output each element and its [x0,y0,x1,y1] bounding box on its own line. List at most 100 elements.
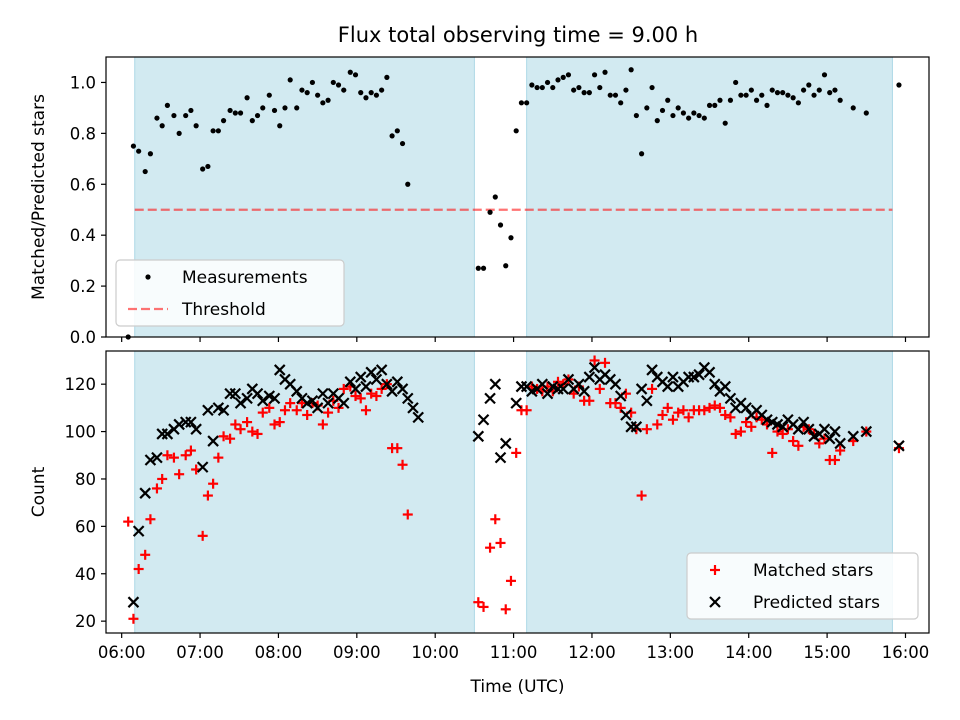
legend: Measurements Threshold [115,259,345,327]
data-point [680,110,687,116]
data-point [536,378,549,390]
data-point [202,490,213,501]
data-point [242,417,253,428]
data-point [511,447,522,458]
data-point [673,407,684,418]
data-point [257,407,268,418]
data-point [317,419,328,430]
data-point [306,394,319,407]
data-point [480,265,487,271]
data-point [291,405,302,416]
data-point [225,433,236,444]
data-point [213,452,224,463]
data-point [337,397,350,409]
data-point [241,392,253,405]
data-point [183,112,189,119]
data-point [724,392,737,405]
data-point [709,400,720,411]
data-point [290,385,303,398]
data-point [180,450,191,461]
data-point [164,102,170,108]
data-point [475,265,481,271]
data-point [594,383,605,394]
y-tick-label: 0.6 [70,175,96,194]
data-point [355,393,366,404]
data-point [720,409,731,420]
data-point [299,87,305,93]
data-point [399,140,406,147]
data-point [352,72,359,78]
data-point [818,423,831,435]
data-point [136,148,142,154]
data-point [151,451,163,464]
data-point [285,398,296,409]
data-point [618,100,624,106]
data-point [358,90,364,96]
data-point [591,72,598,78]
data-point [578,385,590,398]
x-tick-label: 09:00 [333,643,381,662]
top-panel: 0.0 0.2 0.4 0.6 0.8 1.0 Matched/Predicted star… [29,56,930,347]
data-point [389,133,395,139]
data-point [205,163,211,170]
data-point [208,478,219,489]
data-point [478,601,489,612]
data-point [218,431,229,442]
data-point [738,92,744,98]
data-point [188,107,194,114]
data-point [583,371,596,383]
data-point [244,95,250,101]
data-point [269,419,280,430]
data-point [499,437,512,450]
data-point [338,383,349,394]
data-point [586,90,592,96]
data-point [173,418,185,431]
data-point [847,430,860,443]
data-point [207,435,219,447]
data-point [162,450,173,461]
data-point [252,428,263,439]
data-point [341,87,347,93]
data-point [350,391,361,402]
data-point [748,87,754,93]
data-point [349,383,362,395]
data-point [662,402,673,413]
data-point [294,105,300,111]
data-point [220,118,227,124]
data-point [641,394,653,407]
data-point [860,425,873,438]
data-point [508,235,514,241]
data-point [806,82,812,88]
data-point [630,421,643,433]
y-axis-label: Matched/Predicted stars [29,94,49,300]
data-point [489,378,502,390]
data-point [620,409,632,421]
y-tick-label: 0.0 [70,328,96,347]
data-point [780,90,786,96]
data-point [347,69,353,75]
data-point [230,419,241,430]
data-point [317,387,329,400]
data-point [823,432,836,445]
data-point [190,423,202,435]
data-point [827,90,833,96]
data-point [151,483,162,494]
data-point [271,107,278,114]
data-point [539,84,545,91]
data-point [320,100,326,106]
data-point [654,118,660,124]
data-point [396,383,409,395]
data-point [675,105,681,111]
data-point [641,424,652,435]
data-point [335,82,342,88]
legend-label: Matched stars [753,561,873,581]
data-point [790,95,796,101]
shaded-interval-2 [526,56,893,338]
data-point [505,575,516,586]
data-point [360,405,371,416]
data-point [544,79,551,86]
y-tick-label: 40 [75,565,96,584]
data-point [370,373,383,386]
data-point [235,424,246,435]
data-point [322,397,334,409]
